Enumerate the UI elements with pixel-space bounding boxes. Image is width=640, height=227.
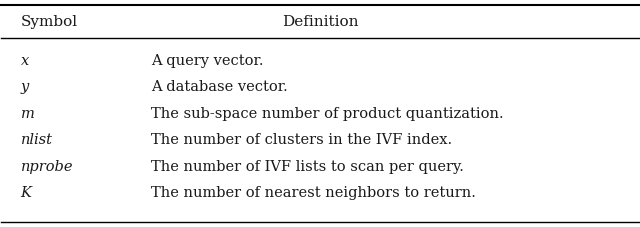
Text: Symbol: Symbol — [20, 15, 77, 29]
Text: x: x — [20, 54, 29, 68]
Text: A query vector.: A query vector. — [151, 54, 264, 68]
Text: The number of nearest neighbors to return.: The number of nearest neighbors to retur… — [151, 186, 476, 200]
Text: nlist: nlist — [20, 133, 52, 147]
Text: m: m — [20, 107, 35, 121]
Text: nprobe: nprobe — [20, 160, 73, 174]
Text: A database vector.: A database vector. — [151, 80, 288, 94]
Text: y: y — [20, 80, 29, 94]
Text: The sub-space number of product quantization.: The sub-space number of product quantiza… — [151, 107, 504, 121]
Text: The number of clusters in the IVF index.: The number of clusters in the IVF index. — [151, 133, 452, 147]
Text: Definition: Definition — [282, 15, 358, 29]
Text: K: K — [20, 186, 31, 200]
Text: The number of IVF lists to scan per query.: The number of IVF lists to scan per quer… — [151, 160, 464, 174]
